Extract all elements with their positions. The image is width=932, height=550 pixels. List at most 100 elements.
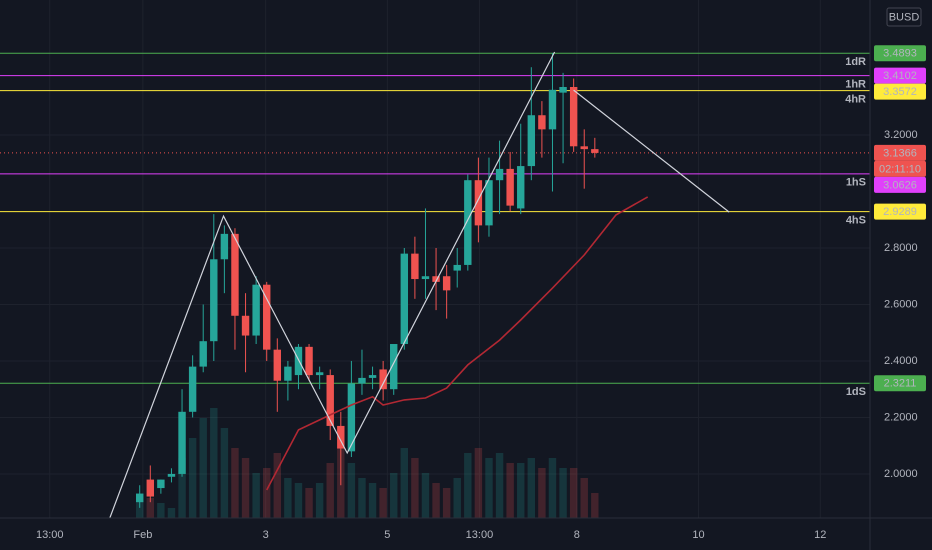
volume-bar [210, 408, 218, 518]
volume-bar [517, 463, 525, 518]
level-name: 1hR [845, 79, 866, 91]
volume-bar [506, 463, 514, 518]
moving-average [265, 196, 649, 491]
candle-body [569, 86, 578, 147]
y-tick-label: 3.2000 [884, 129, 918, 141]
volume-bar [305, 488, 313, 518]
price-label-bg [874, 375, 926, 392]
levels: 1dR 1hR 4hR 1hS 4hS 1dS [0, 52, 870, 398]
candle-body [231, 233, 239, 316]
x-tick-label: 3 [263, 529, 269, 541]
volume-bar [453, 478, 461, 518]
volume-bar [294, 483, 303, 518]
level-name: 1dR [845, 56, 866, 68]
candle-body [284, 366, 292, 381]
candle-body [220, 233, 229, 260]
volume-bar [474, 448, 483, 518]
grid [0, 0, 870, 518]
x-tick-label: 10 [692, 529, 704, 541]
candle-body [326, 375, 334, 426]
candle-body [188, 366, 197, 412]
candle-body [432, 276, 440, 282]
candle-body [252, 284, 260, 336]
price-label: 3.1366 [883, 147, 917, 159]
candle-body [474, 180, 483, 226]
candle-body [495, 168, 504, 181]
price-label: 3.0626 [883, 179, 917, 191]
volume-bar [199, 418, 207, 518]
candle-body [400, 253, 409, 345]
candle-body [136, 493, 144, 503]
candle-body [358, 377, 366, 384]
candle-body [178, 411, 186, 474]
volume-bar [178, 458, 186, 518]
price-label-bg [874, 67, 926, 84]
price-label-bg [874, 45, 926, 62]
volume-bar [400, 448, 409, 518]
volume-bar [591, 493, 599, 518]
candle-body [485, 180, 493, 226]
candle-body [506, 168, 514, 206]
candle-body [167, 473, 176, 477]
candle-body [453, 264, 461, 271]
volume-bar [315, 483, 324, 518]
candle-body [263, 284, 271, 350]
volume-bar [368, 483, 377, 518]
candle-body [421, 276, 430, 280]
volume-bar [263, 468, 271, 518]
candle-body [580, 146, 588, 150]
countdown: 02:11:10 [879, 163, 921, 175]
x-tick-label: Feb [133, 529, 152, 541]
y-tick-label: 2.2000 [884, 411, 918, 423]
candle-body [442, 276, 451, 291]
x-tick-label: 13:00 [466, 529, 494, 541]
volume-bar [347, 463, 356, 518]
volume-bar [495, 453, 504, 518]
candle-body [548, 89, 557, 130]
countdown-bg [874, 160, 926, 177]
volume-bar [442, 488, 451, 518]
candle-body [411, 253, 419, 280]
volume-bar [273, 453, 282, 518]
candle-body [210, 259, 218, 342]
volume-bar [157, 503, 165, 518]
x-tick-label: 13:00 [36, 529, 64, 541]
price-label: 3.4102 [883, 70, 917, 82]
volume-bar [241, 458, 250, 518]
candle-body [527, 115, 536, 167]
candle-body [315, 372, 324, 376]
level-name: 1dS [846, 386, 866, 398]
currency-badge[interactable] [886, 7, 922, 27]
candle-body [390, 344, 398, 390]
candle-body [538, 115, 546, 130]
price-label-bg [874, 176, 926, 193]
candle-body [464, 180, 472, 265]
price-label: 2.9289 [883, 206, 917, 218]
volume-bar [231, 448, 239, 518]
candle-body [146, 479, 154, 497]
candle-body [368, 375, 377, 378]
y-tick-label: 2.4000 [884, 355, 918, 367]
overlays [109, 51, 730, 518]
trend-drawing [573, 89, 730, 213]
candle-body [273, 349, 282, 381]
x-tick-label: 8 [574, 529, 580, 541]
price-label: 3.3572 [883, 86, 917, 98]
volume-bar [548, 458, 557, 518]
volume-bar [379, 488, 387, 518]
y-tick-label: 2.0000 [884, 468, 918, 480]
volume-bar [167, 508, 176, 518]
price-label-bg [874, 144, 926, 161]
volume-bar [485, 458, 493, 518]
candle-body [305, 346, 313, 376]
trend-drawing [109, 51, 556, 518]
candle-body [591, 149, 599, 153]
volume-bar [326, 463, 334, 518]
volume-bar [146, 498, 154, 518]
volume-bar [464, 453, 472, 518]
level-name: 1hS [846, 177, 866, 189]
candle-body [199, 341, 207, 367]
volume-bar [358, 478, 366, 518]
